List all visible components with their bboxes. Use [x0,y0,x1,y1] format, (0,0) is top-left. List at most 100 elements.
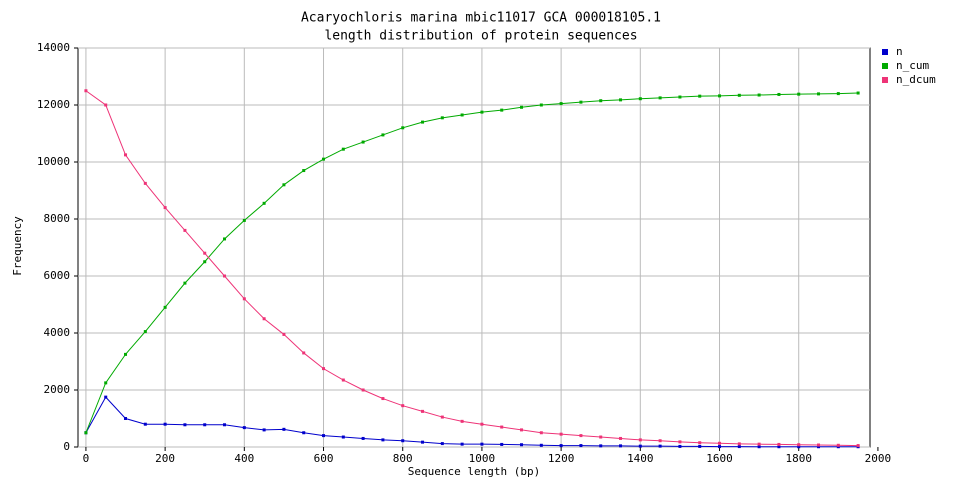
data-point [797,92,801,96]
data-point [678,440,682,444]
data-point [322,367,326,371]
data-point [401,439,405,443]
data-point [381,397,385,401]
y-tick-label: 4000 [44,326,71,339]
data-point [440,442,444,446]
data-point [401,404,405,408]
data-point [183,228,187,232]
x-tick-label: 600 [314,452,334,465]
data-point [698,444,702,448]
data-point [242,297,246,301]
data-point [817,92,821,96]
legend-swatch [882,63,888,69]
data-point [104,381,108,385]
data-point [341,435,345,439]
series-line [85,92,859,433]
data-point [638,97,642,101]
data-point [599,435,603,439]
data-point [539,103,543,107]
data-point [817,445,821,449]
data-point [163,305,167,309]
data-point [777,442,781,446]
data-point [718,94,722,98]
data-point [143,422,147,426]
data-point [440,415,444,419]
data-point [84,89,88,93]
data-point [480,110,484,114]
data-point [836,92,840,96]
y-tick-label: 0 [63,440,70,453]
data-point [124,153,128,157]
data-point [183,281,187,285]
data-point [559,102,563,106]
data-point [361,436,365,440]
data-point [500,425,504,429]
data-point [282,332,286,336]
data-point [638,438,642,442]
data-point [341,378,345,382]
x-tick-label: 200 [155,452,175,465]
data-point [579,100,583,104]
data-point [440,116,444,120]
data-point [718,441,722,445]
data-point [421,120,425,124]
data-point [678,444,682,448]
data-point [322,434,326,438]
y-tick-label: 2000 [44,383,71,396]
x-tick-label: 1600 [706,452,733,465]
data-point [322,157,326,161]
data-point [718,445,722,449]
data-point [579,444,583,448]
data-point [242,218,246,222]
data-point [599,444,603,448]
data-point [262,317,266,321]
data-point [856,91,860,95]
data-point [460,113,464,117]
x-tick-label: 1000 [469,452,496,465]
y-tick-label: 10000 [37,155,70,168]
data-point [223,237,227,241]
x-axis-label: Sequence length (bp) [408,465,540,478]
data-point [124,352,128,356]
data-point [658,444,662,448]
data-point [817,443,821,447]
data-point [520,428,524,432]
data-point [500,108,504,112]
data-point [381,438,385,442]
legend-label: n_cum [896,59,929,72]
data-point [242,426,246,430]
x-tick-label: 0 [83,452,90,465]
x-tick-label: 1800 [785,452,812,465]
data-point [282,183,286,187]
data-point [302,431,306,435]
data-point [163,422,167,426]
x-tick-label: 800 [393,452,413,465]
data-point [460,442,464,446]
data-point [619,436,623,440]
data-point [262,201,266,205]
y-axis-label: Frequency [11,216,24,276]
data-point [658,96,662,100]
plot-area [77,47,871,448]
data-point [341,147,345,151]
data-point [401,126,405,130]
data-point [203,260,207,264]
data-point [282,427,286,431]
data-point [737,442,741,446]
data-point [737,93,741,97]
data-point [658,439,662,443]
data-point [143,181,147,185]
data-point [223,423,227,427]
data-point [302,351,306,355]
y-tick-label: 14000 [37,41,70,54]
data-point [183,423,187,427]
data-point [262,428,266,432]
data-point [302,169,306,173]
legend-label: n [896,45,903,58]
legend-swatch [882,77,888,83]
chart-subtitle: length distribution of protein sequences [324,29,637,44]
y-tick-label: 8000 [44,212,71,225]
data-point [757,445,761,449]
legend-label: n_dcum [896,73,936,86]
